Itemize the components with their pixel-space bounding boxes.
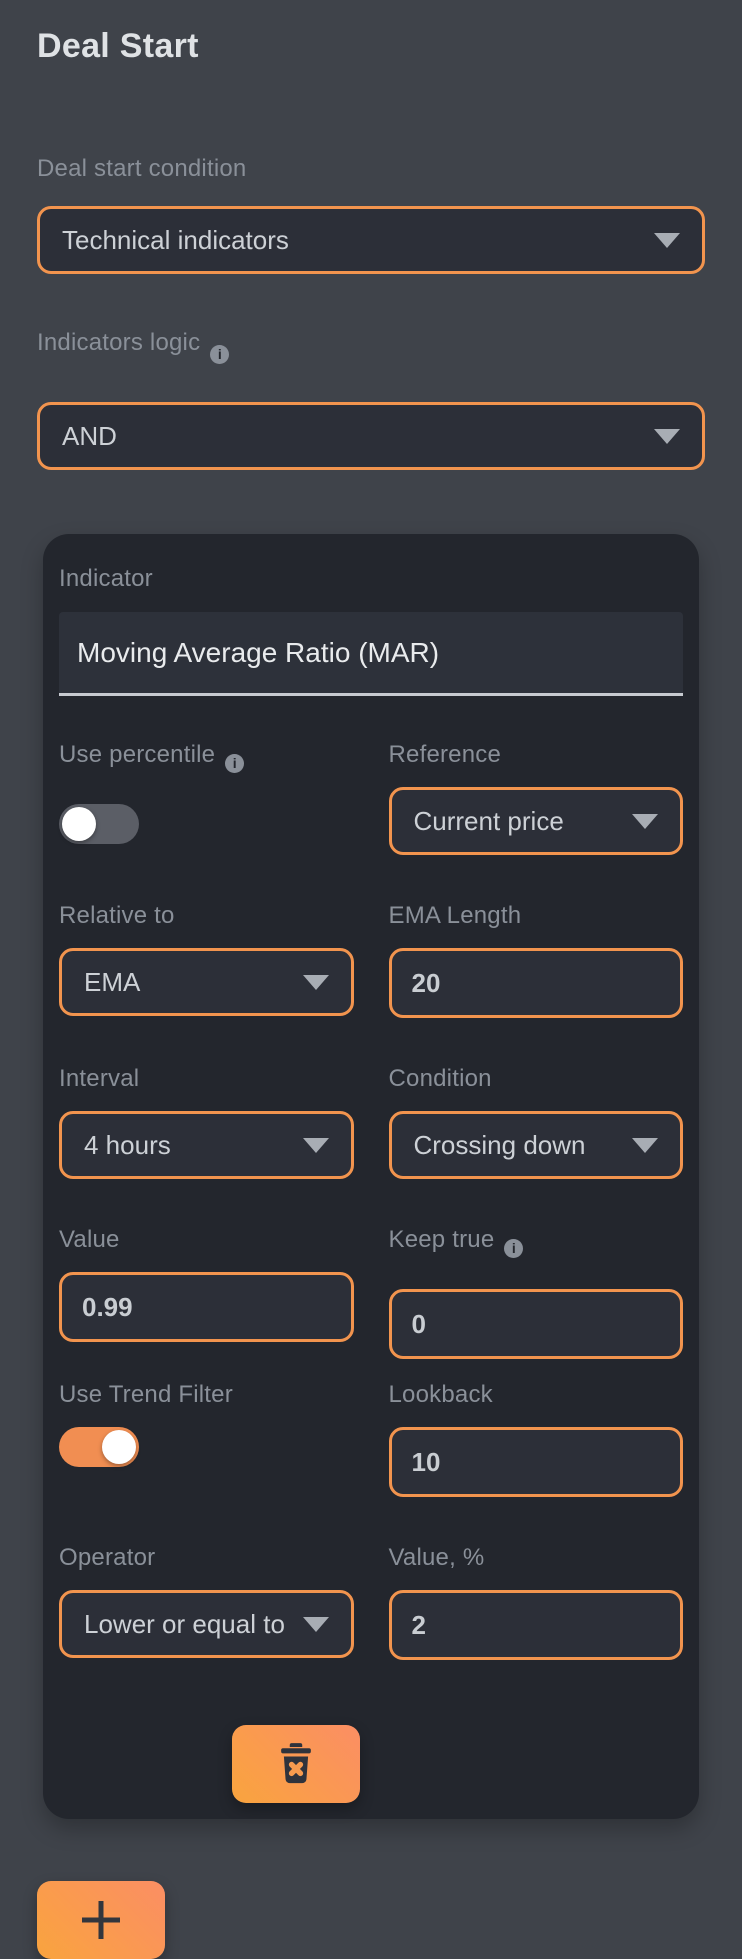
caret-down-icon bbox=[654, 429, 680, 444]
reference-cell: Reference Current price bbox=[388, 740, 683, 855]
info-icon[interactable]: i bbox=[225, 754, 245, 773]
row-relative-ema: Relative to EMA EMA Length bbox=[59, 901, 683, 1018]
row-value-keeptrue: Value Keep true i bbox=[59, 1225, 683, 1359]
page-title: Deal Start bbox=[37, 27, 199, 65]
caret-down-icon bbox=[302, 1138, 329, 1153]
lookback-label: Lookback bbox=[388, 1381, 493, 1408]
row-percentile-reference: Use percentile i Reference Current price bbox=[59, 740, 683, 855]
add-indicator-button[interactable] bbox=[37, 1881, 165, 1959]
row-interval-condition: Interval 4 hours Condition Crossing down bbox=[59, 1064, 683, 1179]
indicator-label: Indicator bbox=[59, 565, 153, 592]
deal-start-condition-label: Deal start condition bbox=[37, 155, 247, 182]
row-operator-value: Operator Lower or equal to Value, % bbox=[59, 1543, 683, 1660]
condition-select[interactable]: Crossing down bbox=[388, 1111, 683, 1179]
ema-length-cell: EMA Length bbox=[388, 901, 683, 1018]
ema-length-input[interactable] bbox=[388, 948, 683, 1018]
operator-cell: Operator Lower or equal to bbox=[59, 1543, 354, 1660]
info-icon[interactable]: i bbox=[504, 1239, 524, 1258]
indicators-logic-select[interactable]: AND bbox=[37, 402, 705, 470]
deal-start-condition-select[interactable]: Technical indicators bbox=[37, 206, 705, 274]
use-trend-filter-label: Use Trend Filter bbox=[59, 1381, 233, 1408]
keep-true-label: Keep true bbox=[388, 1226, 495, 1253]
interval-cell: Interval 4 hours bbox=[59, 1064, 354, 1179]
use-percentile-cell: Use percentile i bbox=[59, 740, 354, 855]
keep-true-cell: Keep true i bbox=[388, 1225, 683, 1359]
interval-label: Interval bbox=[59, 1065, 140, 1092]
operator-label: Operator bbox=[59, 1544, 156, 1571]
toggle-knob bbox=[62, 807, 96, 841]
trend-value-percent-input[interactable] bbox=[388, 1590, 683, 1660]
delete-indicator-button[interactable] bbox=[232, 1725, 360, 1803]
reference-label: Reference bbox=[388, 741, 502, 768]
caret-down-icon bbox=[302, 975, 329, 990]
condition-label: Condition bbox=[388, 1065, 492, 1092]
interval-value: 4 hours bbox=[84, 1129, 171, 1160]
operator-value: Lower or equal to bbox=[84, 1608, 285, 1639]
info-icon[interactable]: i bbox=[210, 344, 230, 364]
deal-start-condition-group: Deal start condition Technical indicator… bbox=[37, 154, 705, 274]
caret-down-icon bbox=[302, 1617, 329, 1632]
use-trend-filter-cell: Use Trend Filter bbox=[59, 1380, 354, 1497]
ema-length-label: EMA Length bbox=[388, 902, 522, 929]
trend-value-percent-cell: Value, % bbox=[388, 1543, 683, 1660]
condition-cell: Condition Crossing down bbox=[388, 1064, 683, 1179]
row-trendfilter-lookback: Use Trend Filter Lookback bbox=[59, 1380, 683, 1497]
reference-select[interactable]: Current price bbox=[388, 787, 683, 855]
indicator-card: Indicator Use percentile i Reference Cur… bbox=[43, 534, 699, 1819]
indicator-input[interactable] bbox=[59, 612, 683, 696]
indicators-logic-value: AND bbox=[62, 420, 117, 451]
caret-down-icon bbox=[654, 233, 680, 248]
value-label: Value bbox=[59, 1226, 120, 1253]
caret-down-icon bbox=[632, 1138, 658, 1153]
plus-icon bbox=[82, 1901, 120, 1939]
relative-to-cell: Relative to EMA bbox=[59, 901, 354, 1018]
reference-value: Current price bbox=[413, 805, 564, 836]
lookback-cell: Lookback bbox=[388, 1380, 683, 1497]
interval-select[interactable]: 4 hours bbox=[59, 1111, 354, 1179]
use-percentile-toggle[interactable] bbox=[59, 804, 139, 844]
relative-to-value: EMA bbox=[84, 966, 141, 997]
condition-value: Crossing down bbox=[413, 1129, 586, 1160]
indicators-logic-label: Indicators logic bbox=[37, 329, 201, 356]
trend-value-percent-label: Value, % bbox=[388, 1544, 485, 1571]
deal-start-condition-value: Technical indicators bbox=[62, 224, 289, 255]
trash-x-icon bbox=[281, 1743, 311, 1784]
use-percentile-label: Use percentile bbox=[59, 741, 216, 768]
indicators-logic-group: Indicators logic i AND bbox=[37, 328, 705, 470]
relative-to-select[interactable]: EMA bbox=[59, 948, 354, 1016]
use-trend-filter-toggle[interactable] bbox=[59, 1427, 139, 1467]
keep-true-input[interactable] bbox=[388, 1289, 683, 1359]
lookback-input[interactable] bbox=[388, 1427, 683, 1497]
caret-down-icon bbox=[632, 814, 658, 829]
value-input[interactable] bbox=[59, 1272, 354, 1342]
relative-to-label: Relative to bbox=[59, 902, 175, 929]
operator-select[interactable]: Lower or equal to bbox=[59, 1590, 354, 1658]
value-cell: Value bbox=[59, 1225, 354, 1359]
toggle-knob bbox=[102, 1430, 136, 1464]
